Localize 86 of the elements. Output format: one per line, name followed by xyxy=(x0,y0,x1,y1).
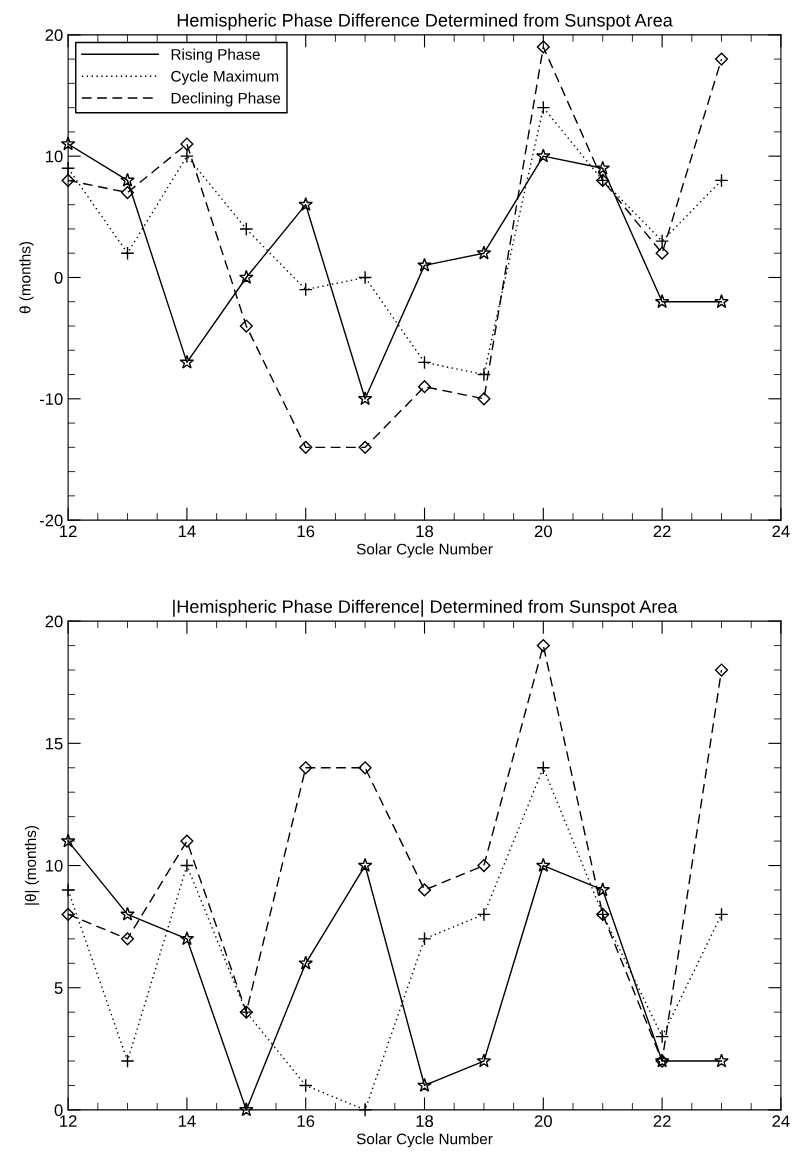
point xyxy=(120,906,135,921)
point xyxy=(357,857,373,872)
point xyxy=(298,1078,313,1093)
y-tick-label: 10 xyxy=(45,150,63,163)
x-tick-label: 24 xyxy=(772,1115,790,1127)
y-tick-label: 15 xyxy=(45,737,63,750)
point xyxy=(120,932,135,946)
point xyxy=(476,367,491,382)
y-tick-label: -10 xyxy=(39,393,63,406)
point xyxy=(298,197,314,211)
point xyxy=(477,858,491,873)
y-tick-label: 10 xyxy=(45,859,63,872)
point xyxy=(714,173,729,188)
point xyxy=(417,1077,432,1092)
x-tick-label: 22 xyxy=(653,525,671,538)
x-tick-label: 16 xyxy=(297,525,315,538)
point xyxy=(180,834,194,848)
x-axis-title: Solar Cycle Number xyxy=(356,1133,493,1148)
point xyxy=(536,857,551,872)
point xyxy=(714,907,729,922)
point xyxy=(358,761,372,775)
point xyxy=(239,319,253,333)
chart-title: |Hemispheric Phase Difference| Determined from Sunspot Area xyxy=(173,599,678,617)
point xyxy=(417,380,432,394)
point xyxy=(536,638,550,653)
point xyxy=(714,1053,729,1068)
legend-label: Rising Phase xyxy=(171,48,260,63)
point xyxy=(417,883,432,897)
point xyxy=(298,955,314,970)
y-tick-label: -20 xyxy=(39,514,63,527)
y-tick-label: 20 xyxy=(45,29,63,42)
point xyxy=(299,761,313,775)
point xyxy=(595,882,611,897)
point xyxy=(476,245,492,260)
point xyxy=(120,1054,135,1068)
y-tick-label: 0 xyxy=(54,1104,63,1117)
x-tick-label: 12 xyxy=(60,1115,77,1127)
point xyxy=(536,148,551,163)
point xyxy=(179,354,195,369)
point xyxy=(60,136,76,151)
point xyxy=(120,172,135,187)
point xyxy=(60,833,76,848)
point xyxy=(714,52,729,66)
y-tick-label: 5 xyxy=(54,982,63,994)
y-tick-label: 0 xyxy=(54,271,63,284)
point xyxy=(476,1053,492,1068)
point xyxy=(179,858,194,873)
point xyxy=(239,1102,254,1117)
point xyxy=(120,185,135,200)
point xyxy=(358,270,373,285)
point xyxy=(179,931,195,946)
point xyxy=(536,40,550,54)
point xyxy=(239,269,254,284)
x-tick-label: 16 xyxy=(297,1115,315,1128)
point xyxy=(655,246,669,260)
point xyxy=(417,257,432,272)
y-axis-title: θ (months) xyxy=(19,241,34,314)
point xyxy=(417,931,432,946)
point xyxy=(358,440,372,454)
y-axis-title: |θ| (months) xyxy=(24,825,40,905)
point xyxy=(299,440,313,454)
point xyxy=(180,137,194,151)
point xyxy=(120,246,135,261)
point xyxy=(61,173,75,188)
chart-title: Hemispheric Phase Difference Determined from Sunspot Area xyxy=(177,13,673,31)
point xyxy=(61,907,75,921)
point xyxy=(714,294,729,309)
y-tick-label: 20 xyxy=(45,615,63,628)
x-tick-label: 18 xyxy=(416,525,434,538)
legend-label: Declining Phase xyxy=(171,92,281,107)
x-tick-label: 14 xyxy=(178,1115,196,1127)
point xyxy=(357,391,373,406)
point xyxy=(595,160,611,175)
x-tick-label: 18 xyxy=(416,1115,434,1128)
point xyxy=(417,355,432,370)
legend-label: Cycle Maximum xyxy=(171,70,279,85)
point xyxy=(714,663,729,677)
x-axis-title: Solar Cycle Number xyxy=(356,543,493,558)
x-tick-label: 20 xyxy=(534,1115,552,1128)
point xyxy=(477,392,491,406)
x-tick-label: 12 xyxy=(60,525,77,538)
x-tick-label: 24 xyxy=(772,525,790,538)
x-tick-label: 20 xyxy=(534,525,552,538)
x-tick-label: 14 xyxy=(178,525,196,538)
point xyxy=(654,294,670,309)
x-tick-label: 22 xyxy=(653,1115,671,1127)
